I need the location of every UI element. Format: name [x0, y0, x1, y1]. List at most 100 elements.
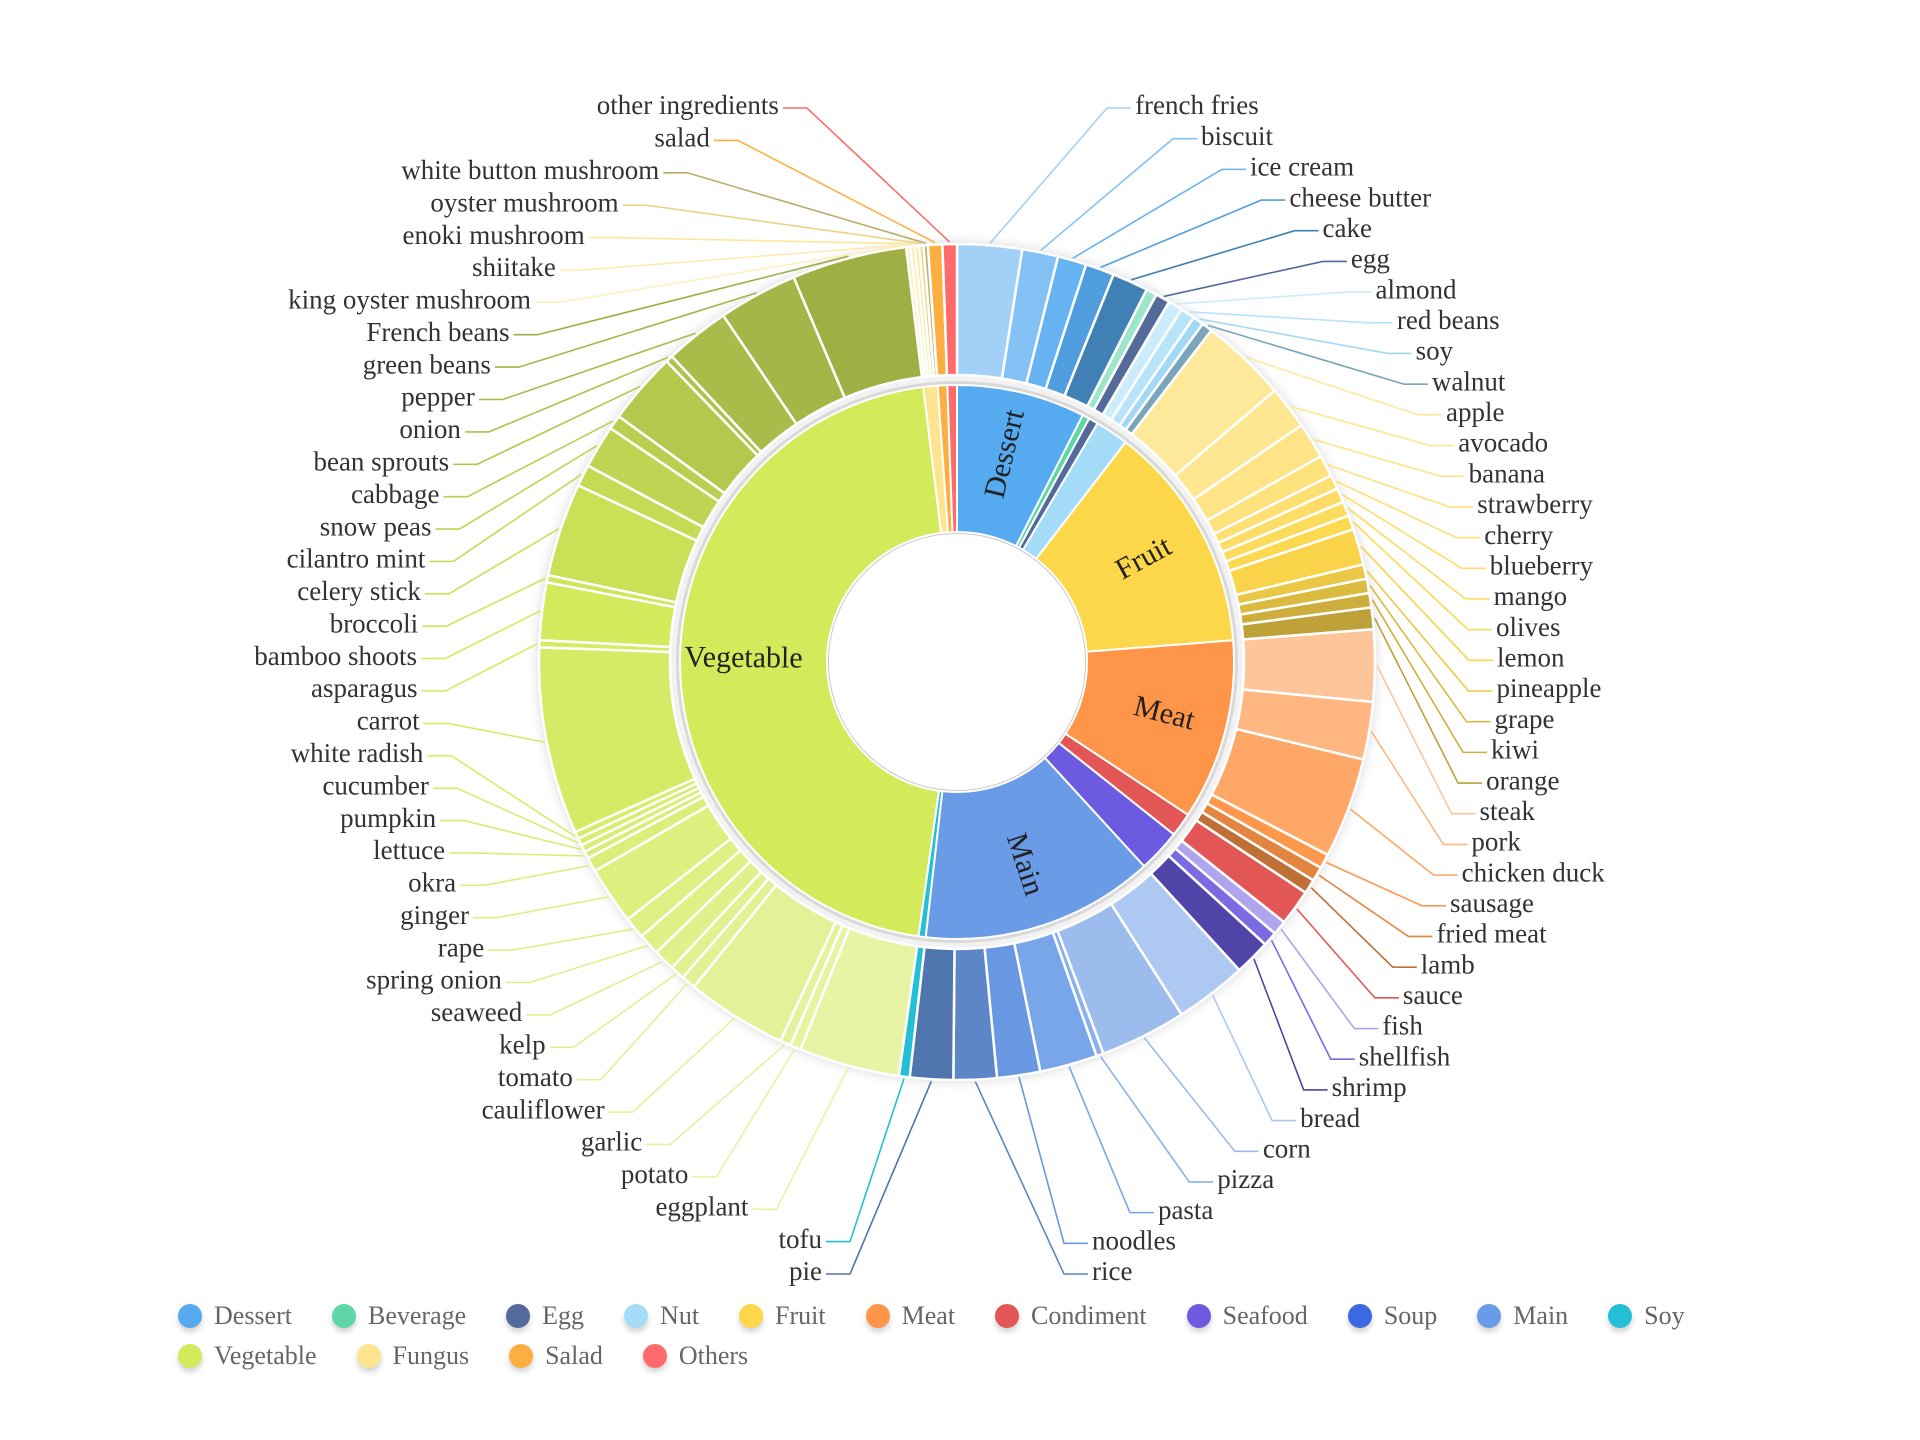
leaf-label: mango [1494, 581, 1568, 611]
legend-item-soy[interactable]: Soy [1608, 1301, 1685, 1331]
leaf-label: french fries [1135, 90, 1259, 120]
leaf-label: biscuit [1201, 121, 1273, 151]
legend-label: Main [1513, 1301, 1569, 1330]
leader-line [782, 107, 951, 243]
leader-line [460, 864, 590, 887]
leaf-label: lemon [1497, 643, 1565, 673]
leader-line [1211, 994, 1297, 1122]
leader-line [1068, 1066, 1154, 1214]
category-slice-others[interactable] [946, 383, 958, 534]
legend-item-salad[interactable]: Salad [509, 1341, 603, 1371]
leader-line [494, 292, 757, 368]
leaf-label: onion [399, 414, 461, 444]
leaf-label: tofu [779, 1224, 823, 1254]
category-slice-fruit[interactable] [1034, 440, 1235, 653]
leader-line [1318, 874, 1433, 938]
leaf-label: almond [1375, 274, 1456, 304]
legend-label: Others [678, 1341, 749, 1370]
leaf-label: garlic [581, 1127, 642, 1157]
leader-line [1341, 493, 1486, 570]
legend-label: Soup [1383, 1301, 1438, 1330]
leaf-label: shrimp [1332, 1072, 1407, 1102]
leader-line [424, 528, 560, 595]
leader-line [505, 944, 648, 984]
legend-item-egg[interactable]: Egg [506, 1301, 584, 1331]
leaf-label: cheese butter [1289, 182, 1431, 212]
leader-line [1325, 861, 1446, 907]
leader-line [1310, 887, 1417, 968]
legend-item-fungus[interactable]: Fungus [356, 1341, 470, 1371]
legend-label: Fungus [392, 1341, 470, 1370]
leaf-label: green beans [363, 349, 491, 379]
legend-row: Dessert Beverage Egg Nut Fruit Meat Condiment S… [178, 1296, 1778, 1336]
legend-marker-icon [178, 1304, 202, 1328]
leaf-label: broccoli [330, 608, 418, 638]
legend-marker-icon [331, 1304, 356, 1328]
leader-line [1280, 928, 1379, 1030]
leader-line [464, 356, 669, 433]
leader-line [1208, 324, 1428, 385]
legend-item-seafood[interactable]: Seafood [1186, 1301, 1308, 1331]
leaf-label: walnut [1432, 366, 1506, 396]
leaf-label: pumpkin [340, 803, 437, 833]
legend-item-meat[interactable]: Meat [865, 1301, 955, 1331]
legend-marker-icon [1608, 1304, 1633, 1328]
leader-line [1188, 310, 1393, 324]
legend-item-condiment[interactable]: Condiment [995, 1301, 1147, 1331]
legend-item-dessert[interactable]: Dessert [178, 1301, 292, 1331]
leaf-label: corn [1263, 1133, 1311, 1163]
leader-line [646, 1044, 786, 1146]
leader-line [513, 255, 849, 336]
legend-item-vegetable[interactable]: Vegetable [178, 1341, 317, 1371]
legend-marker-icon [509, 1344, 534, 1368]
leader-line [440, 819, 582, 851]
leaf-label: potato [621, 1159, 689, 1189]
leader-line [1296, 908, 1399, 999]
leader-line [1199, 318, 1412, 355]
legend-item-beverage[interactable]: Beverage [331, 1301, 466, 1331]
leaf-label: lettuce [373, 835, 445, 865]
legend-marker-icon [1186, 1304, 1211, 1328]
leaf-label: enoki mushroom [403, 220, 585, 250]
leaf-label: cake [1323, 213, 1372, 243]
leaf-label: noodles [1092, 1226, 1176, 1256]
leaf-label: kelp [499, 1029, 546, 1059]
leader-line [1270, 939, 1355, 1061]
category-slice-vegetable[interactable] [679, 385, 943, 938]
leaf-label: ice cream [1250, 152, 1354, 182]
legend-marker-icon [642, 1344, 667, 1368]
leaf-label: king oyster mushroom [288, 285, 531, 315]
leaf-label: pork [1471, 827, 1521, 857]
leader-line [1352, 521, 1493, 631]
leader-line [1163, 260, 1347, 298]
legend-item-others[interactable]: Others [642, 1341, 749, 1371]
leader-line [488, 928, 634, 951]
legend-item-soup[interactable]: Soup [1347, 1301, 1438, 1331]
legend-item-nut[interactable]: Nut [624, 1301, 699, 1331]
leaf-label: fried meat [1436, 919, 1547, 949]
legend-item-main[interactable]: Main [1477, 1301, 1568, 1331]
legend-label: Soy [1644, 1301, 1685, 1330]
leaf-label: ginger [400, 900, 469, 930]
legend-item-fruit[interactable]: Fruit [739, 1301, 826, 1331]
leaf-label: steak [1480, 796, 1536, 826]
leaf-label: rice [1092, 1256, 1132, 1286]
category-slice-main[interactable] [924, 756, 1146, 940]
leader-line [826, 1080, 933, 1275]
leaf-label: sauce [1403, 980, 1463, 1010]
leaf-label: avocado [1458, 428, 1548, 458]
leaf-slice[interactable] [941, 242, 959, 377]
leaf-label: grape [1495, 704, 1555, 734]
leaf-label: French beans [366, 317, 509, 347]
leader-line [1289, 405, 1455, 447]
leaf-label: white radish [291, 738, 424, 768]
leader-line [1347, 507, 1490, 600]
leader-line [576, 983, 688, 1081]
leaf-label: pie [789, 1256, 822, 1286]
leader-line [622, 204, 922, 245]
leaf-label: pizza [1217, 1164, 1274, 1194]
leader-line [1371, 599, 1488, 754]
center-hole [829, 534, 1085, 790]
